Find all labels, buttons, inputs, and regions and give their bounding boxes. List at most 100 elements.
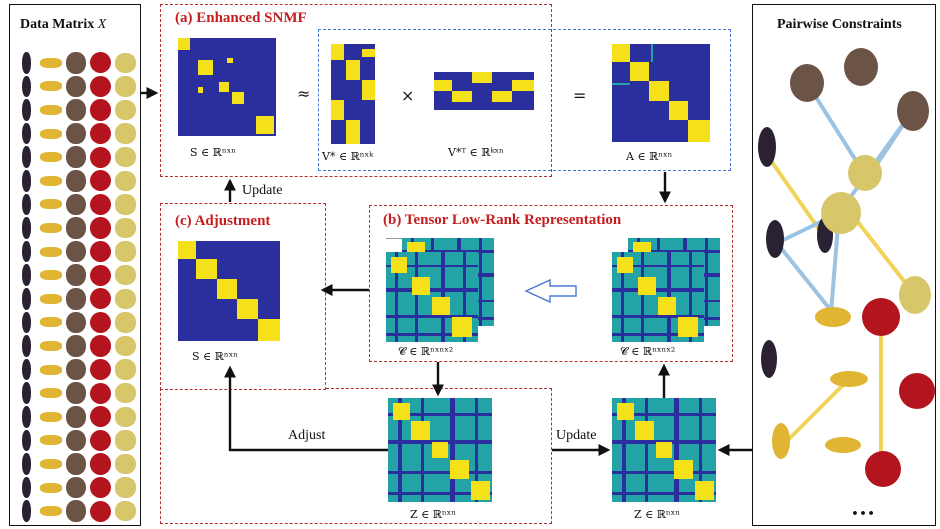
matrix-stripe [415,252,419,342]
matrix-block [390,256,408,273]
cherry-image [90,264,112,286]
ellipsis: … [851,495,875,521]
pairwise-title: Pairwise Constraints [777,17,902,32]
fruit-grid [14,51,138,523]
potato-image [115,147,136,168]
coconut-image [66,169,86,192]
potato-node [848,155,882,191]
coconut-image [66,122,86,145]
matrix-block [688,120,710,142]
matrix-stripe [386,333,478,336]
eggplant-node [761,340,777,378]
coconut-image [66,287,86,310]
corn-image [40,482,63,493]
matrix-stripe [612,315,704,318]
corn-image [40,317,63,328]
link-yellow [783,381,847,445]
times-symbol: × [401,86,415,105]
equals-symbol: = [573,86,587,105]
eggplant-image [21,382,32,405]
coconut-image [66,405,86,428]
potato-image [115,288,136,309]
cherry-node [862,298,900,336]
coconut-image [66,75,86,98]
matrix-block [393,403,410,420]
cherry-image [90,453,112,475]
eggplant-image [21,358,32,381]
matrix-stripe [612,288,704,292]
data-matrix-title-text: Data Matrix [20,17,95,32]
cherry-image [90,288,112,310]
coconut-image [66,382,86,405]
matrix-block [331,44,345,60]
matrix-block [649,81,669,101]
matrix-block [658,297,677,315]
tensor-cube-left [386,238,496,342]
matrix-block [668,100,689,121]
c-label-right: 𝓒 ∈ ℝⁿˣⁿˣ² [620,345,676,358]
matrix-block [472,72,492,84]
eggplant-image [21,453,32,475]
matrix-stripe [463,252,467,342]
link-yellow [765,153,825,237]
matrix-block [178,38,190,50]
matrix-block [196,259,217,279]
eggplant-node [766,220,784,258]
eggplant-image [21,75,32,98]
factor-matrix-v [331,44,375,144]
matrix-block [411,277,431,296]
matrix-stripe [622,398,626,502]
data-matrix-var: X [97,17,107,32]
coconut-node [790,64,824,102]
matrix-block [197,87,204,93]
cherry-image [90,170,112,192]
matrix-block [434,79,452,91]
eggplant-image [21,240,32,263]
matrix-block [452,91,472,103]
adjusted-matrix-s [178,241,280,341]
matrix-block [612,44,630,62]
link-blue [775,241,835,315]
tensor-slice-front [612,252,704,342]
corn-image [40,411,63,422]
matrix-stripe [402,250,494,253]
pairwise-constraints-panel: Pairwise Constraints [752,4,936,526]
coconut-image [66,453,86,475]
coconut-image [66,51,86,74]
constraint-graph [758,48,935,487]
matrix-stripe [612,412,716,416]
potato-image [115,453,136,475]
cherry-image [90,146,112,168]
corn-image [40,199,63,210]
matrix-block [617,403,634,420]
c-label-left: 𝓒 ∈ ℝⁿˣⁿˣ² [398,345,454,358]
z-label-right: Z ∈ ℝⁿˣⁿ [634,508,681,521]
eggplant-image [21,217,32,239]
affinity-matrix-a [612,44,710,142]
corn-image [40,81,63,92]
eggplant-image [21,311,32,334]
matrix-block [674,460,694,480]
matrix-block [471,481,490,500]
matrix-stripe [388,470,492,474]
cherry-image [90,358,112,381]
matrix-block [678,316,699,337]
matrix-block [346,60,360,80]
potato-image [115,99,136,121]
cherry-image [90,122,112,145]
eggplant-image [21,146,32,169]
potato-image [115,194,136,215]
potato-image [115,501,136,522]
eggplant-image [21,122,32,145]
factorization-box [318,29,731,171]
matrix-block [651,44,654,62]
matrix-block [432,297,451,315]
tensor-cube-right [612,238,722,342]
corn-node [825,437,861,453]
matrix-block [492,91,512,103]
corn-image [40,293,63,304]
eggplant-image [21,287,32,310]
z-label-center: Z ∈ ℝⁿˣⁿ [410,508,457,521]
adjust-label: Adjust [288,428,326,443]
coconut-image [66,476,86,499]
